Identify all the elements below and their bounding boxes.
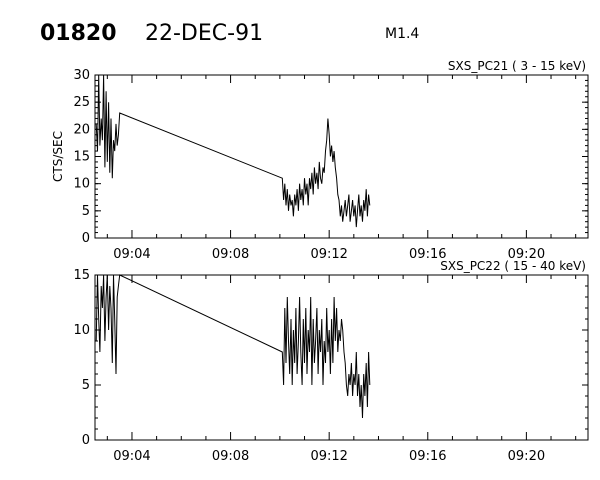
series-line bbox=[95, 274, 371, 419]
panel-sxs-pc22: SXS_PC22 ( 15 - 40 keV) 0 5 10 15 09:04 09:08 0… bbox=[73, 259, 589, 464]
y-tick-label: 5 bbox=[82, 378, 90, 393]
y-tick-label: 15 bbox=[73, 268, 90, 283]
y-tick-label: 30 bbox=[73, 68, 90, 83]
x-tick-label: 09:20 bbox=[508, 247, 545, 262]
x-tick-label: 09:04 bbox=[113, 247, 150, 262]
plot-frame bbox=[94, 274, 589, 441]
y-tick-label: 0 bbox=[82, 231, 90, 246]
y-tick-label: 10 bbox=[73, 323, 90, 338]
x-tick-label: 09:12 bbox=[310, 247, 347, 262]
x-tick-label: 09:08 bbox=[212, 449, 249, 464]
y-tick-label: 0 bbox=[82, 433, 90, 448]
x-tick-label: 09:20 bbox=[508, 449, 545, 464]
y-tick-label: 20 bbox=[73, 122, 90, 137]
x-tick-label: 09:12 bbox=[310, 449, 347, 464]
series-line bbox=[95, 74, 371, 228]
flare-date: 22-DEC-91 bbox=[145, 21, 263, 46]
x-tick-label: 09:04 bbox=[113, 449, 150, 464]
x-tick-label: 09:16 bbox=[409, 247, 446, 262]
x-tick-label: 09:08 bbox=[212, 247, 249, 262]
y-tick-label: 25 bbox=[73, 95, 90, 110]
y-tick-label: 10 bbox=[73, 177, 90, 192]
plot-frame bbox=[94, 74, 589, 239]
y-axis-label: CTS/SEC bbox=[51, 131, 65, 182]
x-tick-label: 09:16 bbox=[409, 449, 446, 464]
y-tick-label: 15 bbox=[73, 150, 90, 165]
panel-sxs-pc21: SXS_PC21 ( 3 - 15 keV) 0 5 10 15 20 25 30 09:04 0… bbox=[51, 59, 589, 262]
goes-class: M1.4 bbox=[385, 26, 419, 42]
panel-title: SXS_PC22 ( 15 - 40 keV) bbox=[440, 259, 586, 273]
flare-id: 01820 bbox=[40, 21, 117, 46]
y-tick-label: 5 bbox=[82, 204, 90, 219]
panel-title: SXS_PC21 ( 3 - 15 keV) bbox=[448, 59, 586, 73]
